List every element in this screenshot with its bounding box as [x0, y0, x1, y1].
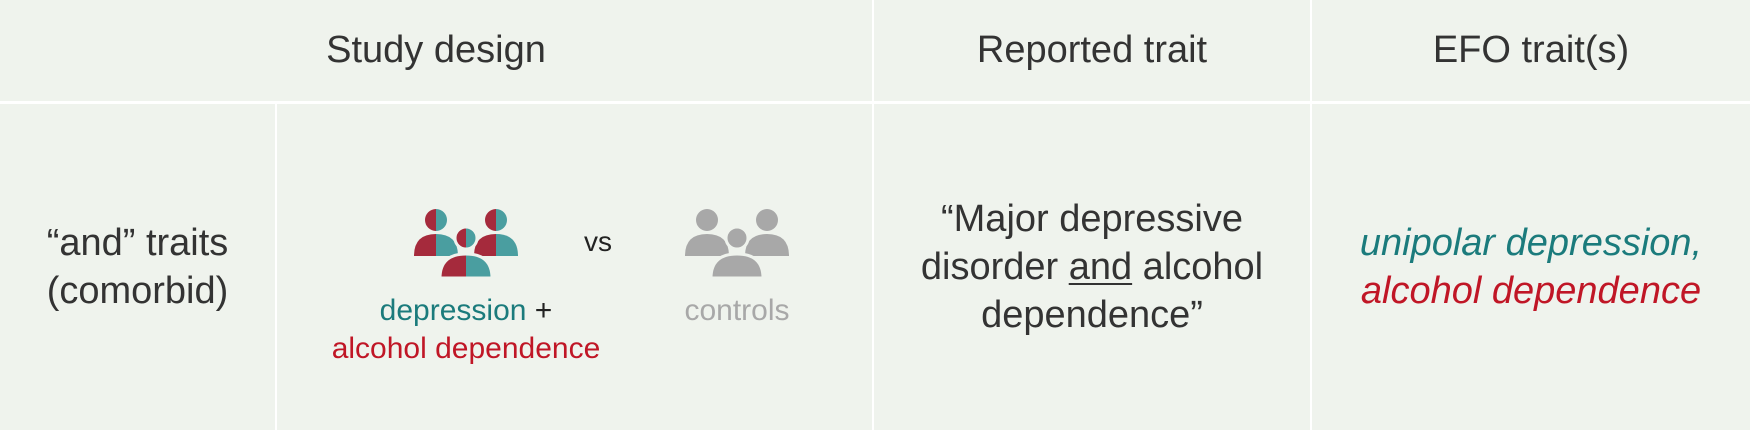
reported-trait-cell: “Major depressive disorder and alcohol d…: [874, 104, 1310, 430]
row-label-cell: “and” traits (comorbid): [0, 104, 275, 430]
efo-unipolar-depression: unipolar depression,: [1359, 222, 1703, 264]
header-reported-trait-label: Reported trait: [976, 29, 1208, 71]
cases-legend: depression + alcohol dependence: [277, 292, 655, 368]
header-study-design: Study design: [0, 0, 872, 101]
vs-label: vs: [584, 226, 612, 257]
cases-term-depression: depression: [379, 294, 527, 327]
row-label-line2: (comorbid): [46, 270, 229, 312]
reported-line2: disorder and alcohol: [920, 246, 1264, 288]
cases-term-alcohol: alcohol dependence: [331, 332, 601, 365]
study-design-cell: vs depression + alcohol dependence contr: [277, 104, 872, 430]
efo-traits-cell: unipolar depression, alcohol dependence: [1312, 104, 1750, 430]
row-label-line1: “and” traits: [46, 222, 229, 264]
cases-people-icon: [414, 209, 518, 280]
header-efo-traits-label: EFO trait(s): [1432, 29, 1630, 71]
reported-line3: dependence”: [981, 294, 1203, 336]
controls-legend: controls: [684, 294, 790, 327]
header-reported-trait: Reported trait: [874, 0, 1310, 101]
controls-people-icon: [685, 209, 789, 280]
cases-plus: +: [534, 294, 553, 327]
reported-line1: “Major depressive: [941, 198, 1243, 240]
reported-and: and: [1068, 246, 1133, 288]
efo-alcohol-dependence: alcohol dependence: [1360, 270, 1702, 312]
header-efo-traits: EFO trait(s): [1312, 0, 1750, 101]
header-study-design-label: Study design: [326, 29, 546, 71]
